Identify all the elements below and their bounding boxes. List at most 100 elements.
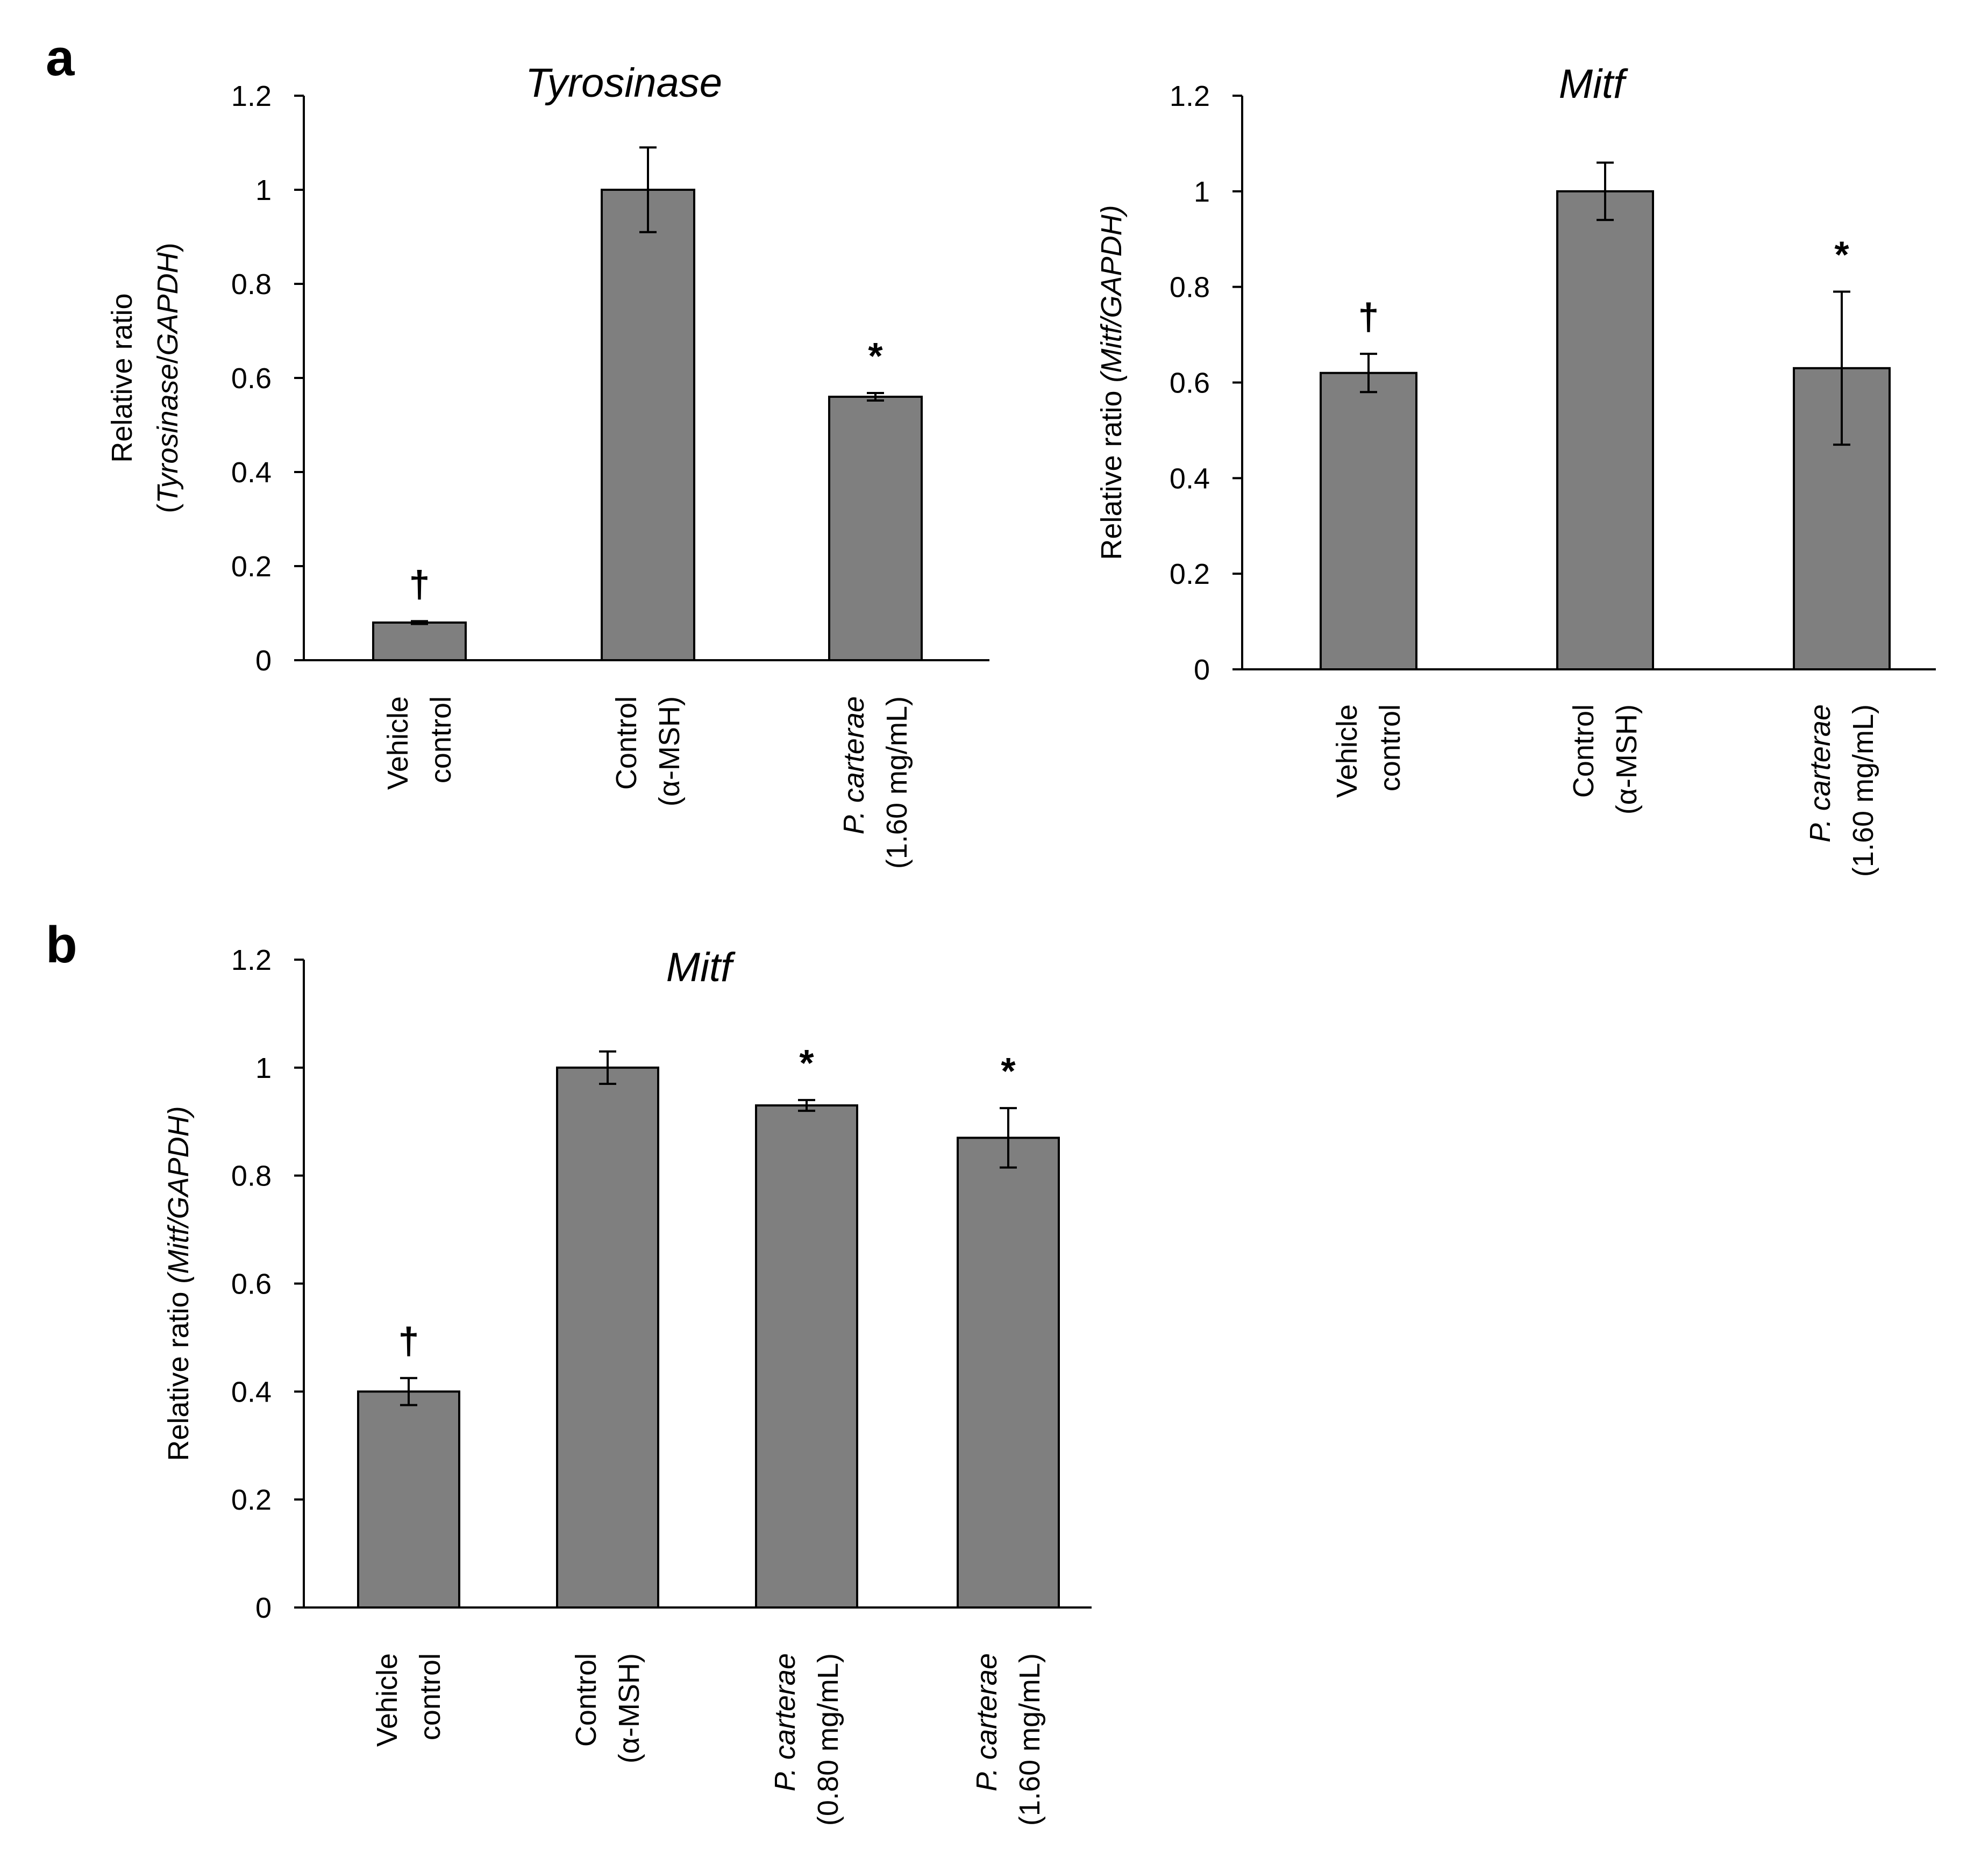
text-segment: Vehicle [371,1653,403,1747]
chart-title: Mitf [1559,61,1628,107]
category-label: (0.80 mg/mL) [812,1653,844,1826]
text-segment: (1.60 mg/mL) [1847,704,1879,877]
y-tick-label: 0.2 [231,1484,272,1516]
category-label: (α-MSH) [653,696,686,806]
significance-marker: † [398,1320,419,1362]
y-tick-label: 0.6 [1170,367,1210,399]
text-segment: (α-MSH) [1611,704,1643,814]
y-axis-label: Relative ratio [106,293,138,462]
text-segment: (1.60 mg/mL) [1014,1653,1046,1826]
significance-marker: † [409,563,430,605]
text-segment: control [1374,704,1406,791]
y-tick-label: 1.2 [231,80,272,112]
y-tick-label: 0.8 [231,268,272,301]
chart-mitf-a: Mitf 0 0.2 0.4 0.6 0.8 1 1.2 Relative ratio (Mit… [1095,61,1936,877]
category-label: Control [570,1653,602,1747]
text-segment: carterae [1804,704,1836,819]
category-label: control [425,696,457,783]
text-segment: P. [838,811,870,834]
text-segment: Control [610,696,643,790]
text-segment: carterae [838,696,870,811]
text-segment: carterae [971,1653,1003,1768]
chart-tyrosinase: Tyrosinase 0 0.2 0.4 0.6 0.8 1 1.2 Relative rati… [106,60,989,869]
bar [357,1390,460,1609]
category-label: (α-MSH) [1611,704,1643,814]
text-segment: (α-MSH) [653,696,686,806]
y-tick-label: 0.6 [231,362,272,395]
significance-marker: * [868,335,883,377]
category-label: Control [610,696,643,790]
y-tick-label: 0.6 [231,1268,272,1301]
category-label: (1.60 mg/mL) [881,696,913,869]
y-axis-label: (Tyrosinase/GAPDH) [152,242,184,513]
category-label: control [1374,704,1406,791]
text-segment: Vehicle [1331,704,1363,798]
chart-mitf-b: Mitf 0 0.2 0.4 0.6 0.8 1 1.2 Relative ratio (Mit… [162,944,1092,1826]
y-tick-label: 0.4 [231,456,272,489]
text-segment: carterae [769,1653,801,1768]
text-segment: Tyrosinase [152,363,184,503]
bar [828,396,923,661]
y-tick-label: 1.2 [231,944,272,976]
text-segment: Relative ratio [106,293,138,462]
text-segment: Control [1567,704,1600,798]
y-tick-label: 1 [1194,176,1210,208]
category-label: control [414,1653,446,1740]
category-label: P. carterae [838,696,870,834]
text-segment: Relative ratio [162,1283,195,1461]
bar [601,189,695,661]
y-tick-label: 0.8 [1170,271,1210,304]
bar [372,621,467,661]
y-tick-label: 0.8 [231,1160,272,1192]
text-segment: (1.60 mg/mL) [881,696,913,869]
significance-marker: * [1834,234,1849,276]
text-segment: P. [769,1768,801,1791]
bar [957,1137,1060,1609]
bar [556,1066,659,1609]
text-segment: Control [570,1653,602,1747]
bar [1556,190,1654,671]
significance-marker: † [1358,296,1379,338]
y-tick-label: 0.4 [231,1376,272,1408]
category-label: P. carterae [971,1653,1003,1791]
category-label: (1.60 mg/mL) [1014,1653,1046,1826]
y-axis-label: Relative ratio (Mitf/GAPDH) [1095,205,1128,560]
category-label: Control [1567,704,1600,798]
category-label: (α-MSH) [613,1653,645,1763]
significance-marker: * [1001,1050,1016,1092]
bar [1320,371,1417,670]
text-segment: (α-MSH) [613,1653,645,1763]
category-label: Vehicle [382,696,414,790]
y-tick-label: 0 [255,645,272,677]
text-segment: (Mitf/GAPDH) [162,1106,195,1283]
bar [755,1104,858,1609]
y-tick-label: 0 [1194,654,1210,686]
text-segment: (0.80 mg/mL) [812,1653,844,1826]
text-segment: Relative ratio [1095,382,1128,560]
text-segment: (Mitf/GAPDH) [1095,205,1128,382]
text-segment: control [425,696,457,783]
y-axis-label: Relative ratio (Mitf/GAPDH) [162,1106,195,1461]
y-tick-label: 1 [255,174,272,206]
category-label: Vehicle [1331,704,1363,798]
category-label: P. carterae [1804,704,1836,842]
y-tick-label: 0.2 [231,551,272,583]
panel-a-label: a [46,29,75,87]
text-segment: / [152,355,184,363]
y-tick-label: 0.2 [1170,558,1210,590]
y-tick-label: 1.2 [1170,80,1210,112]
text-segment: control [414,1653,446,1740]
text-segment: GAPDH [152,252,184,355]
chart-title: Tyrosinase [525,60,722,106]
chart-title: Mitf [666,945,736,990]
text-segment: ) [152,242,184,252]
text-segment: P. [1804,819,1836,842]
category-label: Vehicle [371,1653,403,1747]
panel-b-label: b [46,916,77,974]
text-segment: ( [152,504,184,513]
significance-marker: * [799,1042,814,1084]
category-label: P. carterae [769,1653,801,1791]
y-tick-label: 1 [255,1052,272,1084]
category-label: (1.60 mg/mL) [1847,704,1879,877]
